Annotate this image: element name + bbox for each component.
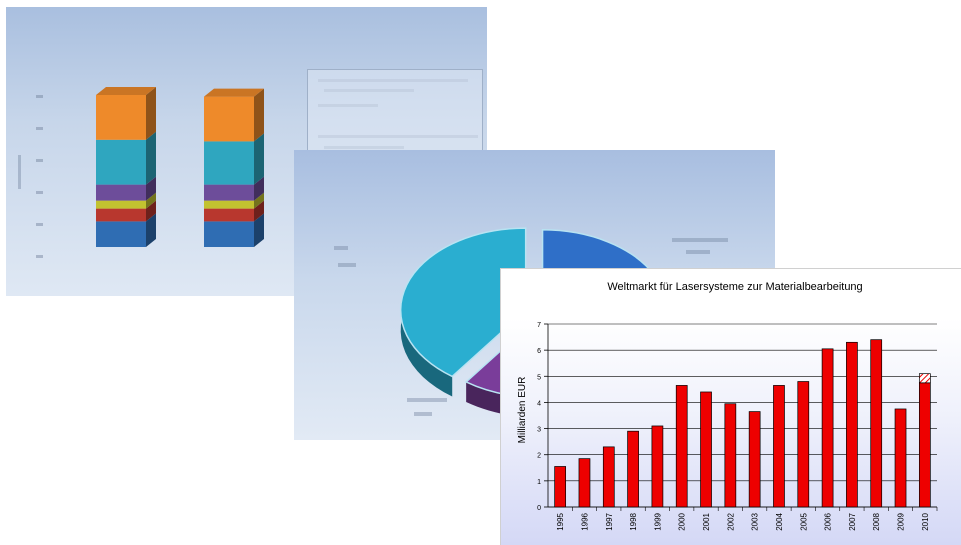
stack-segment [204, 221, 254, 247]
bar [894, 408, 907, 508]
x-tick-label: 2010 [921, 512, 930, 530]
bar [651, 425, 664, 508]
x-tick-label: 1998 [629, 512, 638, 530]
stack-segment-side [254, 133, 264, 185]
pie-slice-group [399, 227, 527, 397]
stack-segment [96, 95, 146, 140]
bar [675, 385, 688, 508]
y-tick-label: 1 [537, 479, 541, 486]
y-axis-label: Milliarden EUR [517, 377, 528, 444]
stack-segment [96, 200, 146, 209]
bar [797, 381, 810, 508]
y-tick-label: 3 [537, 427, 541, 434]
pie-label-mark [407, 398, 447, 402]
y-tick-label: 4 [537, 400, 541, 407]
stack-segment [204, 141, 254, 185]
bar [724, 403, 737, 508]
bar-chart: Weltmarkt für Lasersysteme zur Materialb… [517, 281, 938, 531]
x-tick-label: 2005 [799, 512, 808, 530]
stack-segment [96, 139, 146, 185]
x-tick-label: 1997 [605, 512, 614, 530]
stacked-bar-chart [18, 79, 478, 258]
y-tick-label: 0 [537, 505, 541, 512]
stack-segment-side [146, 192, 156, 209]
bar [918, 382, 931, 508]
stack-segment-side [254, 88, 264, 142]
y-tick-mark [36, 255, 43, 258]
bar-chart-card: Weltmarkt für Lasersysteme zur Materialb… [500, 268, 961, 545]
pie-label-mark [338, 263, 356, 267]
stack-segment [204, 208, 254, 222]
stack-segment [96, 184, 146, 201]
y-tick-label: 2 [537, 453, 541, 460]
x-tick-label: 1995 [556, 512, 565, 530]
stack-segment-side [146, 200, 156, 222]
y-tick-label: 5 [537, 374, 541, 381]
stack-segment-side [254, 192, 264, 209]
bar [748, 411, 761, 508]
y-tick-mark [36, 223, 43, 226]
x-tick-label: 2008 [872, 512, 881, 530]
stack-segment-side [254, 213, 264, 247]
stack-segment-side [146, 87, 156, 140]
x-tick-label: 1999 [653, 512, 662, 530]
stack-segment [96, 208, 146, 222]
bar [821, 348, 834, 508]
y-tick-mark [36, 159, 43, 162]
stacked-legend-box [307, 69, 483, 163]
y-tick-label: 7 [537, 322, 541, 329]
x-tick-label: 2001 [702, 512, 711, 530]
bar [700, 391, 712, 508]
stack-top [204, 88, 264, 97]
y-tick-mark [36, 95, 43, 98]
pie-slice [399, 227, 527, 378]
x-tick-label: 2009 [897, 512, 906, 530]
y-tick-mark [36, 191, 43, 194]
stack-segment-side [254, 200, 264, 222]
x-tick-label: 1996 [580, 512, 589, 530]
x-tick-label: 2002 [726, 512, 735, 530]
bar [846, 341, 858, 508]
stack-segment [204, 96, 254, 142]
x-tick-label: 2003 [751, 512, 760, 530]
bar-forecast [918, 373, 931, 384]
bar [554, 466, 567, 508]
stack-segment [204, 184, 254, 201]
bar [602, 446, 615, 508]
y-axis-label-mark [18, 155, 21, 189]
stack-segment [204, 200, 254, 209]
pie-label-mark [414, 412, 432, 416]
x-tick-label: 2007 [848, 512, 857, 530]
x-tick-label: 2000 [678, 512, 687, 530]
bar [627, 430, 639, 508]
pie-label-mark [334, 246, 348, 250]
stack-top [96, 87, 156, 95]
bar [773, 385, 785, 508]
bar [870, 339, 883, 508]
pie-label-mark [686, 250, 710, 254]
pie-label-mark [672, 238, 728, 242]
y-tick-label: 6 [537, 348, 541, 355]
x-tick-label: 2004 [775, 512, 784, 530]
stack-segment [96, 221, 146, 247]
stack-segment-side [146, 213, 156, 247]
chart-title: Weltmarkt für Lasersysteme zur Materialb… [607, 281, 862, 293]
x-tick-label: 2006 [824, 512, 833, 530]
stack-segment-side [146, 131, 156, 185]
bar [578, 458, 591, 508]
y-tick-mark [36, 127, 43, 130]
